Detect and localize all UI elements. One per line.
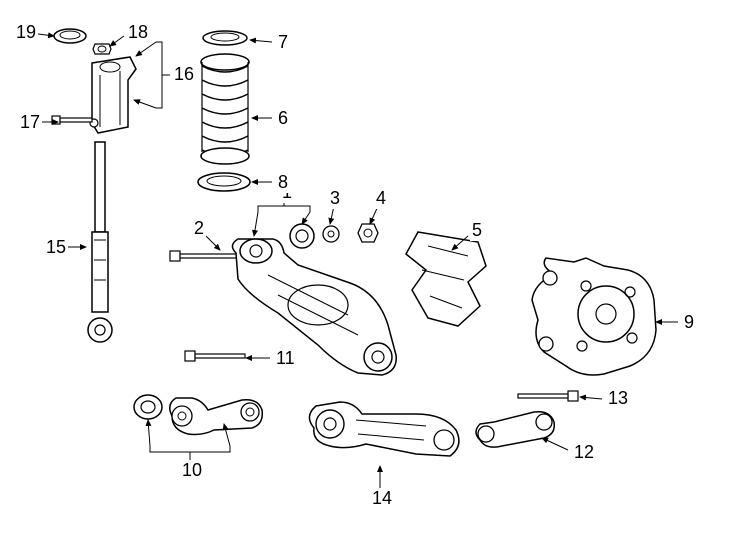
part-link-12	[466, 406, 562, 456]
part-bolt-11	[183, 348, 247, 364]
part-shock-absorber	[80, 140, 120, 350]
part-coil-spring	[196, 52, 254, 168]
part-bolt-17	[50, 113, 94, 127]
callout-17: 17	[18, 112, 42, 133]
callout-10: 10	[180, 460, 204, 481]
callout-8: 8	[276, 172, 290, 193]
part-arm-10	[158, 386, 266, 446]
callout-3: 3	[328, 188, 342, 209]
part-lower-seat	[194, 170, 254, 194]
callout-11: 11	[274, 348, 297, 369]
part-trailing-arm-14	[296, 392, 466, 478]
callout-7: 7	[276, 32, 290, 53]
part-washer-3	[322, 225, 340, 243]
callout-2: 2	[192, 218, 206, 239]
callout-13: 13	[606, 388, 630, 409]
callout-15: 15	[44, 237, 68, 258]
part-shock-mount	[78, 55, 144, 140]
part-bolt-13	[516, 388, 580, 404]
part-shield-5	[398, 226, 494, 334]
callout-4: 4	[374, 188, 388, 209]
callout-5: 5	[470, 220, 484, 241]
callout-18: 18	[126, 22, 150, 43]
callout-12: 12	[572, 442, 596, 463]
callout-16: 16	[172, 64, 196, 85]
callout-14: 14	[370, 488, 394, 509]
callout-19: 19	[14, 22, 38, 43]
part-bushing-1	[288, 222, 316, 250]
part-nut-18	[92, 42, 112, 56]
callout-6: 6	[276, 108, 290, 129]
callout-9: 9	[682, 312, 696, 333]
part-cap	[52, 26, 88, 46]
part-upper-seat	[200, 28, 250, 48]
part-knuckle-9	[526, 256, 666, 384]
part-nut-4	[356, 222, 380, 244]
